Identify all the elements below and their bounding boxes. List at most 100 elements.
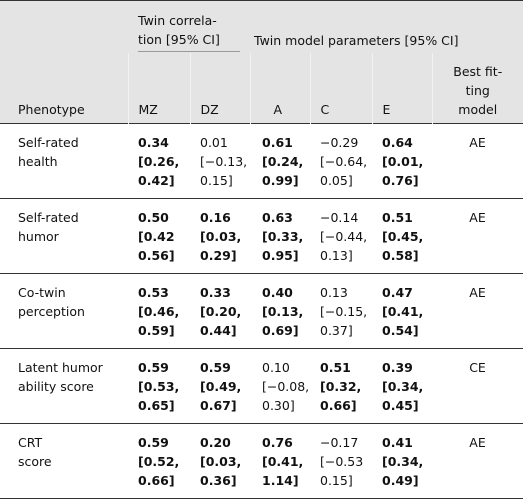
cell-line: [0.13, (262, 304, 304, 319)
value-cell: 0.63 [0.33, 0.95] (250, 198, 310, 274)
cell-line: [−0.53 (320, 454, 364, 469)
cell-line: 0.49] (382, 473, 419, 488)
cell-line: 0.16 (200, 210, 231, 225)
model-cell: AE (432, 423, 523, 499)
cell-line: [0.52, (138, 454, 180, 469)
cell-line: [−0.64, (320, 154, 368, 169)
cell-line: [0.42 (138, 229, 175, 244)
column-header: E (371, 52, 433, 124)
cell-line: [0.46, (138, 304, 180, 319)
cell-line: 0.50 (138, 210, 169, 225)
cell-line: 0.53 (138, 285, 169, 300)
cell-line: −0.14 (320, 210, 359, 225)
table-row: Self-rated humor 0.50 [0.42 0.56] 0.16 [0.03, 0… (0, 198, 523, 274)
group-header: Twin correla-tion [95% CI] (128, 1, 250, 53)
cell-line: 0.41 (382, 435, 413, 450)
cell-line: 0.13] (320, 248, 353, 263)
cell-line: 0.51 (320, 360, 351, 375)
phenotype-cell: Latent humor ability score (0, 348, 128, 424)
cell-line: 0.40 (262, 285, 293, 300)
cell-line: 0.20 (200, 435, 231, 450)
cell-line: 0.44] (200, 323, 237, 338)
cell-line: 0.99] (262, 173, 299, 188)
cell-line: [0.01, (382, 154, 424, 169)
value-cell: 0.64 [0.01, 0.76] (372, 123, 433, 199)
value-cell: 0.41 [0.34, 0.49] (372, 423, 433, 499)
column-header: MZ (127, 52, 190, 124)
model-cell: AE (432, 273, 523, 349)
cell-line: Co-twin (18, 285, 66, 300)
column-header: A (249, 52, 310, 124)
column-header: Phenotype (0, 52, 128, 124)
value-cell: 0.13 [−0.15, 0.37] (310, 273, 372, 349)
cell-line: 0.45] (382, 398, 419, 413)
cell-line: Self-rated (18, 135, 79, 150)
cell-line: [0.24, (262, 154, 304, 169)
phenotype-cell: Self-rated health (0, 123, 128, 199)
cell-line: 0.30] (262, 398, 295, 413)
cell-line: 0.33 (200, 285, 231, 300)
column-header: DZ (189, 52, 250, 124)
cell-line: 0.59 (138, 360, 169, 375)
cell-line: 0.05] (320, 173, 353, 188)
cell-line: Latent humor (18, 360, 103, 375)
value-cell: 0.51 [0.45, 0.58] (372, 198, 433, 274)
model-cell: CE (432, 348, 523, 424)
cell-line: 0.59] (138, 323, 175, 338)
value-cell: 0.76 [0.41, 1.14] (250, 423, 310, 499)
cell-line: 0.47 (382, 285, 413, 300)
value-cell: −0.29 [−0.64, 0.05] (310, 123, 372, 199)
cell-line: [0.41, (382, 304, 424, 319)
cell-line: perception (18, 304, 85, 319)
cell-line: [−0.15, (320, 304, 368, 319)
cell-line: −0.17 (320, 435, 359, 450)
cell-line: 0.51 (382, 210, 413, 225)
table-row: Co-twin perception 0.53 [0.46, 0.59] 0.33 [0.2… (0, 273, 523, 349)
value-cell: 0.39 [0.34, 0.45] (372, 348, 433, 424)
column-header: Best fit-ting model (431, 52, 523, 124)
cell-line: 0.69] (262, 323, 299, 338)
value-cell: 0.59 [0.49, 0.67] (190, 348, 250, 424)
cell-line: 0.64 (382, 135, 413, 150)
cell-line: 0.61 (262, 135, 293, 150)
value-cell: 0.20 [0.03, 0.36] (190, 423, 250, 499)
value-cell: 0.50 [0.42 0.56] (128, 198, 190, 274)
cell-line: [0.53, (138, 379, 180, 394)
cell-line: 0.36] (200, 473, 237, 488)
cell-line: 0.58] (382, 248, 419, 263)
cell-line: 0.29] (200, 248, 237, 263)
cell-line: [−0.44, (320, 229, 368, 244)
cell-line: 0.76] (382, 173, 419, 188)
value-cell: −0.14 [−0.44, 0.13] (310, 198, 372, 274)
value-cell: 0.10 [−0.08, 0.30] (250, 348, 310, 424)
cell-line: 0.10 (262, 360, 290, 375)
cell-line: ting (465, 83, 490, 98)
cell-line: [0.20, (200, 304, 242, 319)
cell-line: [0.41, (262, 454, 304, 469)
cell-line: [0.34, (382, 379, 424, 394)
cell-line: model (458, 102, 498, 117)
cell-line: humor (18, 229, 59, 244)
value-cell: 0.40 [0.13, 0.69] (250, 273, 310, 349)
cell-line: 0.59 (200, 360, 231, 375)
value-cell: 0.34 [0.26, 0.42] (128, 123, 190, 199)
cell-line: [0.03, (200, 229, 242, 244)
phenotype-cell: Co-twin perception (0, 273, 128, 349)
model-cell: AE (432, 123, 523, 199)
cell-line: score (18, 454, 52, 469)
cell-line: CRT (18, 435, 43, 450)
cell-line: Self-rated (18, 210, 79, 225)
table-row: Latent humor ability score 0.59 [0.53, 0.65]… (0, 348, 523, 424)
phenotype-cell: CRT score (0, 423, 128, 499)
column-header: C (309, 52, 372, 124)
header-cell (0, 1, 128, 53)
cell-line: 0.15] (200, 173, 233, 188)
cell-line: 0.95] (262, 248, 299, 263)
cell-line: 1.14] (262, 473, 299, 488)
cell-line: 0.76 (262, 435, 293, 450)
cell-line: [0.33, (262, 229, 304, 244)
cell-line: 0.42] (138, 173, 175, 188)
cell-line: 0.56] (138, 248, 175, 263)
